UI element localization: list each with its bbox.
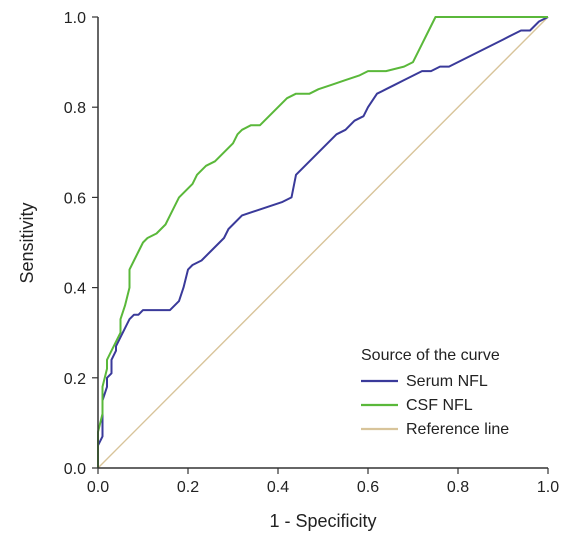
x-tick-label: 0.6 <box>357 479 379 496</box>
legend-label-reference-line: Reference line <box>406 421 509 438</box>
y-tick-label: 0.0 <box>64 461 86 478</box>
legend-title: Source of the curve <box>361 347 500 364</box>
reference-line-series-line <box>97 16 549 469</box>
serum-nfl-series-line <box>97 16 549 468</box>
x-tick-label: 1.0 <box>537 479 559 496</box>
x-tick-label: 0.2 <box>177 479 199 496</box>
legend-label-csf-nfl: CSF NFL <box>406 397 473 414</box>
x-axis-ticks: 0.0 0.2 0.4 0.6 0.8 1.0 <box>87 468 559 496</box>
x-tick-label: 0.0 <box>87 479 109 496</box>
x-tick-label: 0.8 <box>447 479 469 496</box>
legend-label-serum-nfl: Serum NFL <box>406 373 488 390</box>
y-tick-label: 0.6 <box>64 190 86 207</box>
y-tick-label: 0.2 <box>64 371 86 388</box>
x-tick-label: 0.4 <box>267 479 289 496</box>
legend: Source of the curve Serum NFL CSF NFL Refe… <box>361 347 509 438</box>
y-tick-label: 0.8 <box>64 100 86 117</box>
plot-lines <box>97 16 549 469</box>
y-axis-ticks: 0.0 0.2 0.4 0.6 0.8 1.0 <box>64 10 98 478</box>
csf-nfl-series-line <box>97 16 548 468</box>
y-tick-label: 1.0 <box>64 10 86 27</box>
x-axis-title: 1 - Specificity <box>269 511 376 531</box>
y-axis-title: Sensitivity <box>17 202 37 283</box>
y-tick-label: 0.4 <box>64 281 86 298</box>
